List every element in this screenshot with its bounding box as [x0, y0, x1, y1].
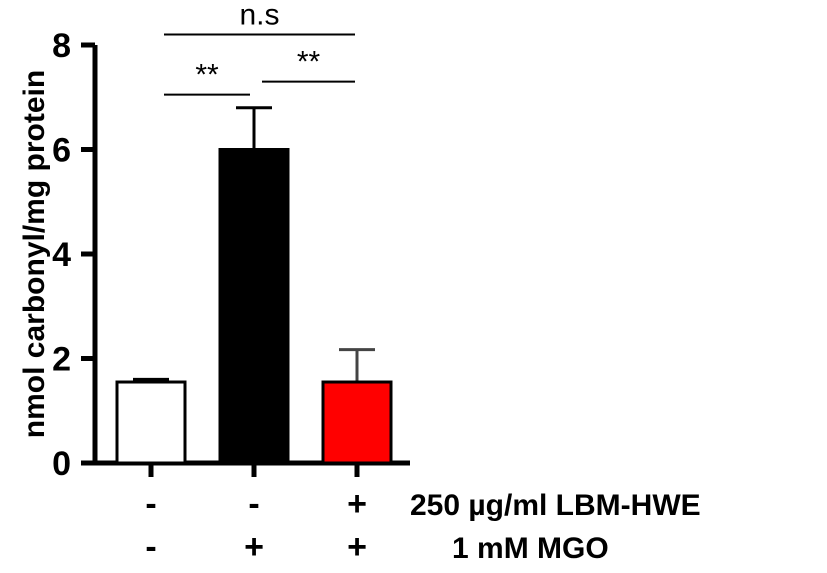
bar: [321, 380, 393, 465]
bar: [115, 380, 187, 465]
treatment-table: - - +250 µg/ml LBM-HWE - + +1 mM MGO: [145, 485, 700, 566]
bar: [218, 148, 290, 465]
treatment-row-label: 1 mM MGO: [452, 532, 609, 565]
bars: [115, 106, 393, 465]
y-tick-label: 6: [52, 132, 71, 170]
treatment-mark: -: [145, 528, 156, 566]
treatment-mark: +: [347, 528, 367, 566]
treatment-mark: -: [145, 485, 156, 523]
significance-label: **: [195, 59, 219, 92]
y-axis-label: nmol carbonyl/mg protein: [18, 70, 51, 438]
treatment-row-label: 250 µg/ml LBM-HWE: [410, 489, 701, 522]
y-tick-label: 8: [52, 27, 71, 65]
y-tick-label: 0: [52, 445, 71, 483]
significance-label: n.s: [239, 0, 279, 32]
y-axis-label-group: nmol carbonyl/mg protein: [18, 70, 51, 438]
treatment-mark: +: [244, 528, 264, 566]
significance-label: **: [297, 46, 321, 79]
significance-annotations: ** ** n.s: [164, 0, 355, 96]
treatment-mark: -: [248, 485, 259, 523]
treatment-mark: +: [347, 485, 367, 523]
y-tick-label: 2: [52, 341, 71, 379]
y-tick-label: 4: [52, 236, 71, 274]
